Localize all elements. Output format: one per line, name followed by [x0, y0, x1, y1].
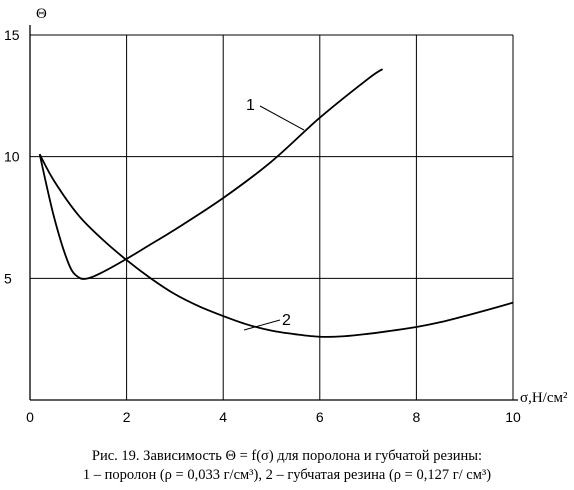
x-tick-label-4: 4 — [219, 409, 227, 425]
series-2-line — [38, 153, 514, 338]
figure-caption-line-2: 1 – поролон (ρ = 0,033 г/см³), 2 – губча… — [82, 467, 492, 483]
x-axis-label: σ,Н/см² — [520, 390, 568, 406]
x-tick-label-6: 6 — [316, 409, 324, 425]
axes — [29, 25, 518, 401]
y-tick-label-15: 15 — [4, 27, 20, 43]
curve-label-2: 2 — [282, 312, 291, 329]
leader-line-1 — [259, 105, 305, 131]
y-tick-label-5: 5 — [4, 270, 12, 286]
series-group — [38, 68, 514, 338]
curve-label-1: 1 — [246, 97, 255, 114]
tick-labels: 0 2 4 6 8 10 5 10 15 — [4, 27, 521, 425]
label-leaders — [243, 105, 305, 331]
x-tick-label-0: 0 — [26, 409, 34, 425]
leader-line-2 — [243, 319, 281, 331]
x-tick-label-10: 10 — [505, 409, 521, 425]
chart: 0 2 4 6 8 10 5 10 15 Θ σ,Н/см² 1 2 — [4, 6, 568, 425]
series-1-line — [38, 68, 384, 280]
y-axis-label: Θ — [36, 6, 47, 22]
x-tick-label-8: 8 — [413, 409, 421, 425]
figure-caption-line-1: Рис. 19. Зависимость Θ = f(σ) для пороло… — [91, 448, 483, 464]
grid — [30, 34, 514, 400]
x-tick-label-2: 2 — [123, 409, 131, 425]
y-tick-label-10: 10 — [4, 149, 20, 165]
